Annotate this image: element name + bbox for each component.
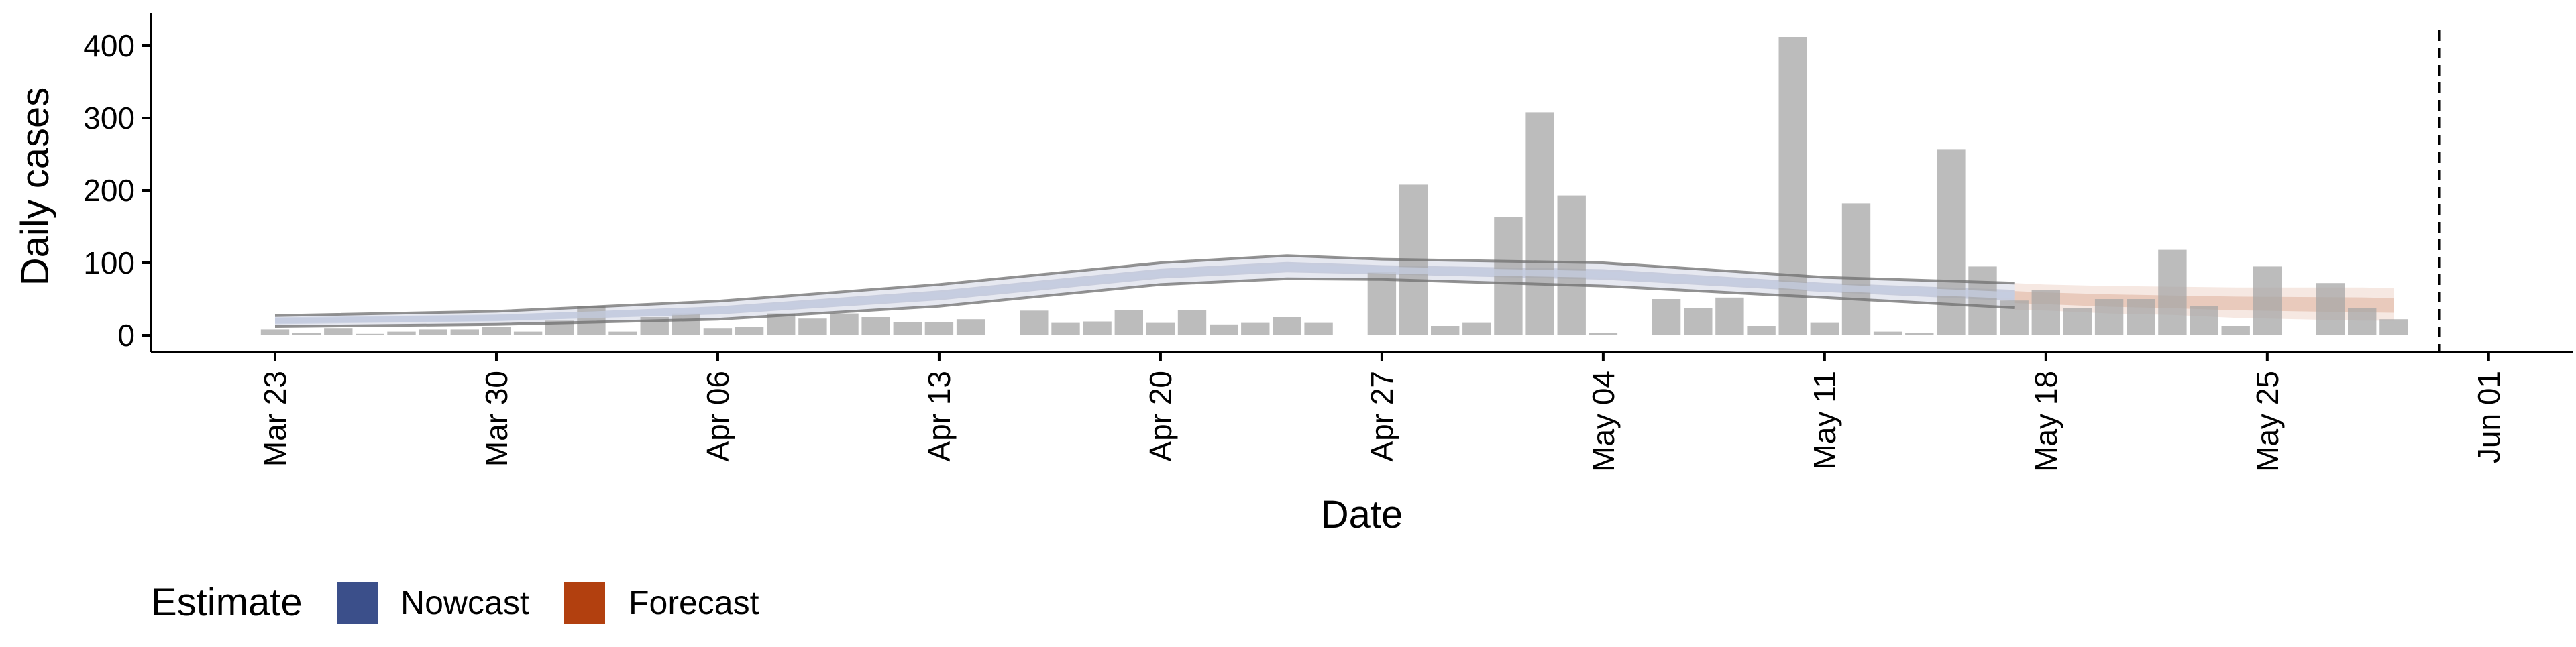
legend-swatch-nowcast <box>337 582 378 624</box>
x-tick-label: Mar 30 <box>479 371 514 467</box>
case-bar <box>956 319 985 335</box>
case-bar <box>324 328 353 335</box>
case-bar <box>1873 331 1902 335</box>
case-bar <box>419 329 447 335</box>
y-tick-label: 0 <box>117 318 135 353</box>
case-bar <box>356 333 384 335</box>
x-tick-label: May 25 <box>2250 371 2285 472</box>
case-bar <box>2253 266 2282 335</box>
case-bar <box>798 318 827 335</box>
case-bar <box>1304 322 1333 335</box>
case-bar <box>703 328 733 335</box>
case-bar <box>1367 272 1397 335</box>
legend-label-forecast: Forecast <box>629 584 759 622</box>
case-bar <box>1146 322 1175 335</box>
case-bar <box>893 322 922 335</box>
case-bar <box>1684 308 1713 335</box>
x-tick-label: Apr 06 <box>700 371 735 462</box>
case-bar <box>1589 333 1618 335</box>
case-bar <box>735 327 764 335</box>
case-bar <box>2094 299 2124 335</box>
legend-swatch-forecast <box>564 582 605 624</box>
case-bar <box>2379 319 2408 335</box>
nowcast-median-line <box>274 263 2015 325</box>
x-tick-label: Apr 20 <box>1143 371 1178 462</box>
axes: 0 100 200 300 400 Mar 23 Mar 30 Apr 06 Apr 13 Apr… <box>83 13 2573 472</box>
x-tick-label: May 04 <box>1586 371 1621 472</box>
x-tick-label: Apr 13 <box>922 371 957 462</box>
case-bar <box>2031 290 2060 335</box>
x-tick-label: Jun 01 <box>2471 371 2506 463</box>
y-tick-label: 300 <box>83 101 135 135</box>
case-bar <box>1462 322 1491 335</box>
case-bar <box>1841 203 1871 335</box>
case-bar <box>2190 306 2218 335</box>
case-bar <box>1652 299 1681 335</box>
forecast-band-inner <box>2014 291 2394 313</box>
case-bar <box>482 327 511 335</box>
case-bar <box>2000 300 2029 335</box>
nowcast-upper-line <box>274 254 2015 317</box>
case-bar <box>513 331 543 335</box>
case-bar <box>1937 149 1966 335</box>
legend-label-nowcast: Nowcast <box>400 584 529 622</box>
case-bar <box>861 317 890 335</box>
case-bar <box>1431 326 1460 335</box>
y-tick-label: 100 <box>83 245 135 280</box>
y-tick-label: 200 <box>83 173 135 208</box>
case-bar <box>260 329 290 335</box>
case-bar <box>608 331 637 335</box>
case-bar <box>1715 297 1744 335</box>
case-bar <box>1525 112 1554 335</box>
case-bar <box>1968 266 1997 335</box>
case-bar <box>2316 283 2345 335</box>
case-bar <box>2348 308 2377 335</box>
y-axis-title: Daily cases <box>13 87 57 286</box>
case-bar <box>1905 333 1934 335</box>
x-tick-label: May 11 <box>1807 371 1842 469</box>
case-bar <box>292 333 321 335</box>
y-tick-label: 400 <box>83 28 135 63</box>
case-bar <box>1083 321 1112 335</box>
case-bar <box>2158 249 2187 335</box>
x-tick-label: Mar 23 <box>258 371 292 467</box>
case-bar <box>2063 308 2092 335</box>
case-bar <box>1020 310 1049 335</box>
case-bar <box>1494 217 1523 335</box>
case-bar <box>1810 322 1839 335</box>
case-bar <box>387 331 416 335</box>
case-bar <box>1273 317 1301 335</box>
case-bar <box>1051 322 1080 335</box>
case-bar <box>1747 326 1776 335</box>
legend-title: Estimate <box>151 581 303 624</box>
estimate-lines <box>274 254 2015 328</box>
case-bar <box>1210 324 1238 335</box>
case-bar <box>924 322 954 335</box>
case-bar <box>1114 310 1143 335</box>
x-tick-label: May 18 <box>2029 371 2063 472</box>
x-axis-title: Date <box>1321 493 1403 536</box>
case-bar <box>1177 310 1207 335</box>
case-bar <box>2127 299 2155 335</box>
case-bar <box>1241 322 1270 335</box>
case-bar <box>672 313 700 335</box>
case-bar <box>1778 37 1807 335</box>
x-tick-label: Apr 27 <box>1364 371 1399 462</box>
case-bar <box>1557 195 1586 335</box>
nowcast-lower-line <box>274 277 2015 328</box>
case-bar <box>830 313 859 335</box>
case-bar <box>450 329 479 335</box>
case-bar <box>2221 326 2250 335</box>
legend: Estimate Nowcast Forecast <box>151 581 759 624</box>
